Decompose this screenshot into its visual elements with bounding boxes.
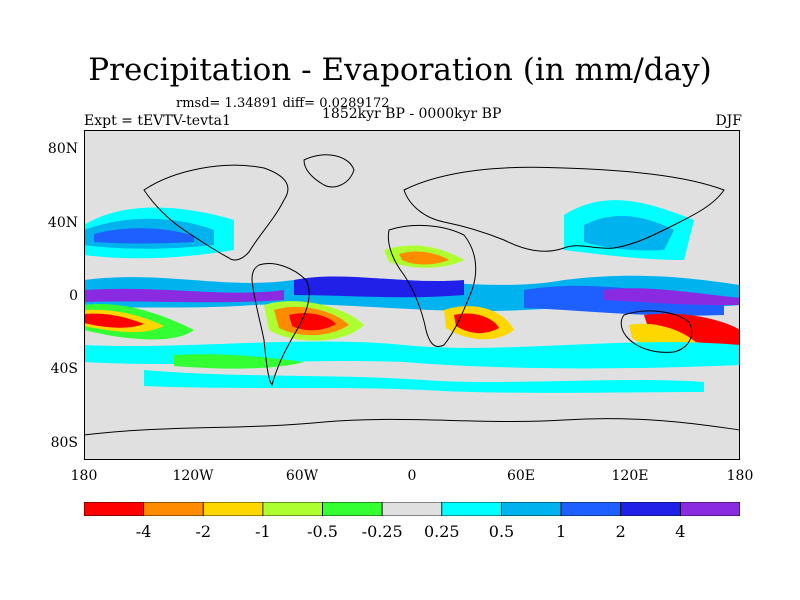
map-title: Precipitation - Evaporation (in mm/day) [88, 52, 712, 88]
colorbar-label: -2 [195, 522, 212, 541]
experiment-label: Expt = tEVTV-tevta1 [84, 113, 231, 129]
colorbar-swatch [679, 502, 740, 516]
lon-label-180e: 180 [726, 468, 754, 484]
colorbar-swatch [620, 502, 681, 516]
colorbar-label: 1 [556, 522, 567, 541]
colorbar-swatch [262, 502, 323, 516]
colorbar-label: -0.5 [307, 522, 338, 541]
lon-label-60e: 60E [506, 468, 536, 484]
colorbar-swatch [143, 502, 204, 516]
lon-label-0: 0 [407, 468, 417, 484]
colorbar-swatch [381, 502, 443, 516]
map-panel [84, 130, 740, 460]
colorbar-label: 2 [615, 522, 626, 541]
colorbar-swatch [441, 502, 502, 516]
lat-label-80n: 80N [47, 141, 78, 157]
lat-label-0: 0 [69, 288, 78, 304]
field-contours [84, 200, 740, 393]
lat-label-40n: 40N [47, 215, 78, 231]
colorbar-swatch [322, 502, 383, 516]
colorbar-label: 0.5 [488, 522, 515, 541]
period-label: 1852kyr BP - 0000kyr BP [322, 106, 502, 122]
colorbar-label: 0.25 [423, 522, 460, 541]
colorbar-swatch [560, 502, 622, 516]
lon-label-180w: 180 [70, 468, 98, 484]
colorbar [84, 502, 740, 516]
colorbar-swatch [84, 502, 145, 516]
lon-label-60w: 60W [285, 468, 319, 484]
lon-label-120w: 120W [172, 468, 214, 484]
lon-label-120e: 120E [611, 468, 649, 484]
colorbar-label: -1 [255, 522, 271, 541]
colorbar-label: -4 [135, 522, 152, 541]
colorbar-swatch [202, 502, 264, 516]
colorbar-label: -0.25 [361, 522, 403, 541]
coastlines [84, 154, 740, 436]
season-label: DJF [715, 113, 742, 129]
colorbar-swatch [501, 502, 562, 516]
lat-label-80s: 80S [50, 435, 78, 451]
lat-label-40s: 40S [50, 361, 78, 377]
stats-text: rmsd= 1.34891 diff= 0.0289172 [176, 96, 390, 111]
colorbar-label: 4 [675, 522, 686, 541]
